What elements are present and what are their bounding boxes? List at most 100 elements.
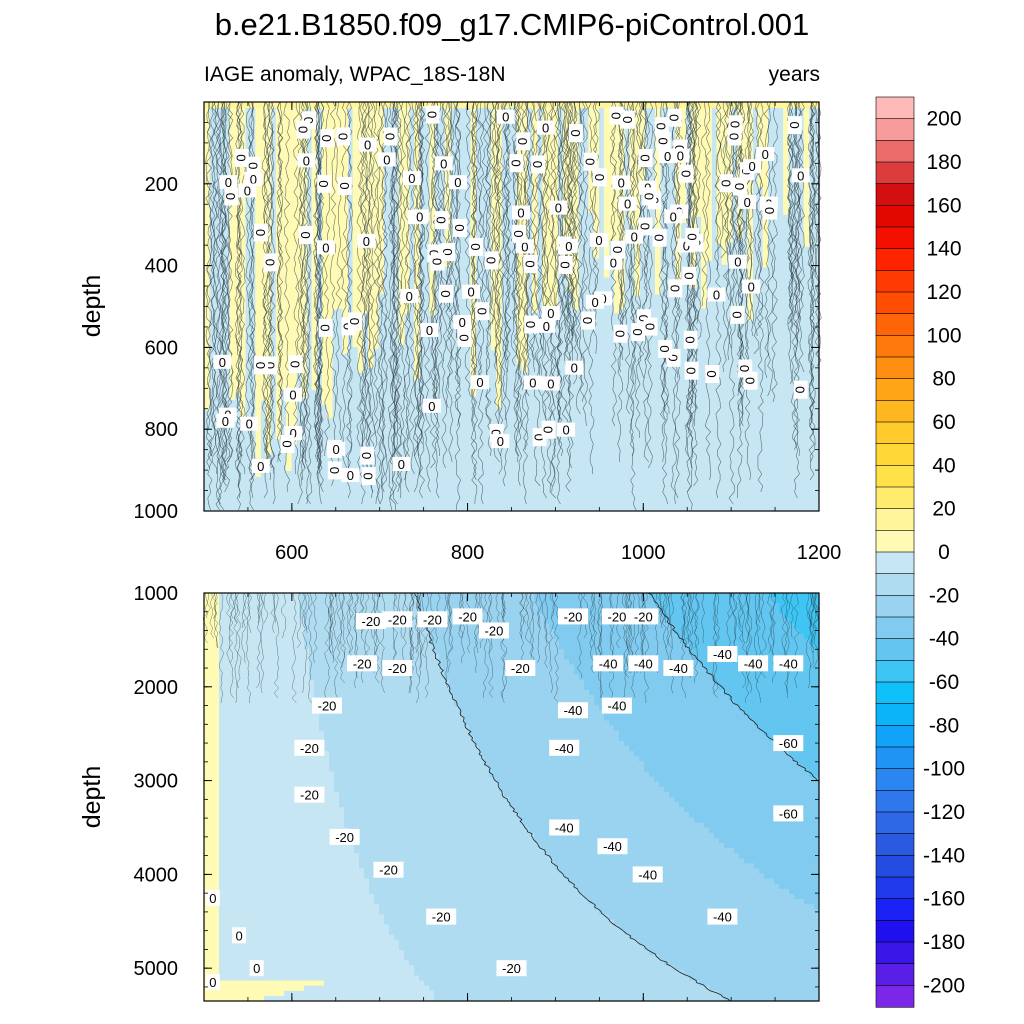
lower-field-cell: [434, 873, 440, 880]
lower-field-cell: [339, 751, 345, 757]
lower-field-cell: [454, 975, 460, 982]
contour-label-text: 0: [652, 234, 667, 241]
lower-field-cell: [429, 960, 435, 966]
lower-field-cell: [219, 960, 225, 966]
lower-field-cell: [434, 598, 440, 604]
lower-field-cell: [244, 776, 250, 783]
lower-field-cell: [394, 740, 400, 747]
lower-field-cell: [249, 914, 255, 920]
lower-field-cell: [344, 939, 350, 946]
lower-field-cell: [394, 654, 400, 660]
lower-field-cell: [414, 700, 420, 706]
lower-field-cell: [314, 608, 320, 614]
lower-field-cell: [289, 842, 295, 849]
lower-field-cell: [274, 848, 280, 854]
lower-field-cell: [429, 689, 435, 696]
lower-field-cell: [299, 812, 305, 818]
lower-field-cell: [429, 659, 435, 665]
contour-label-text: 0: [416, 209, 423, 224]
lower-field-cell: [384, 730, 390, 737]
lower-field-cell: [429, 746, 435, 752]
lower-field-cell: [459, 700, 465, 706]
upper-contour-label: 0: [253, 356, 269, 375]
lower-field-cell: [214, 914, 220, 920]
lower-field-cell: [249, 812, 255, 818]
upper-contour-label: 0: [536, 120, 555, 136]
contour-label-text: 0: [262, 362, 277, 369]
lower-field-cell: [249, 995, 255, 1002]
lower-field-cell: [309, 771, 315, 778]
lower-field-cell: [409, 740, 415, 747]
lower-field-cell: [379, 654, 385, 660]
lower-field-cell: [239, 950, 245, 956]
lower-field-cell: [334, 960, 340, 966]
lower-field-cell: [399, 684, 405, 691]
lower-field-cell: [299, 924, 305, 931]
contour-label-text: 0: [452, 224, 467, 231]
lower-field-cell: [454, 858, 460, 864]
lower-field-cell: [219, 776, 225, 783]
lower-field-cell: [329, 822, 335, 829]
lower-field-cell: [454, 628, 460, 635]
lower-field-cell: [234, 995, 240, 1002]
lower-field-cell: [279, 613, 285, 620]
contour-label-text: 0: [459, 315, 466, 330]
lower-field-cell: [319, 878, 325, 885]
lower-field-cell: [269, 756, 275, 762]
lower-field-cell: [414, 929, 420, 936]
lower-field-cell: [424, 990, 430, 997]
lower-field-cell: [334, 613, 340, 620]
lower-field-cell: [459, 669, 465, 676]
upper-contour-line: [535, 101, 543, 397]
lower-field-cell: [379, 791, 385, 798]
lower-field-cell: [359, 955, 365, 961]
contour-label-text: 0: [335, 133, 350, 140]
contour-label-text: 0: [743, 377, 758, 384]
lower-field-cell: [379, 812, 385, 818]
lower-field-cell: [249, 740, 255, 747]
lower-field-cell: [394, 939, 400, 946]
lower-field-cell: [229, 740, 235, 747]
lower-field-cell: [309, 909, 315, 915]
lower-field-cell: [409, 679, 415, 686]
lower-field-cell: [264, 776, 270, 783]
lower-field-cell: [434, 679, 440, 686]
lower-field-cell: [339, 848, 345, 854]
lower-field-cell: [429, 822, 435, 829]
lower-field-cell: [359, 725, 365, 732]
lower-field-cell: [389, 929, 395, 936]
lower-field-cell: [299, 593, 305, 599]
lower-field-cell: [314, 628, 320, 635]
lower-field-cell: [434, 797, 440, 803]
lower-field-cell: [294, 822, 300, 829]
lower-field-cell: [224, 659, 230, 665]
upper-contour-label: 0: [604, 255, 623, 271]
lower-field-cell: [204, 924, 210, 931]
lower-field-cell: [379, 756, 385, 762]
lower-field-cell: [404, 751, 410, 757]
lower-field-cell: [249, 899, 255, 905]
lower-field-cell: [394, 679, 400, 686]
lower-field-cell: [229, 955, 235, 961]
contour-label-box: [705, 365, 720, 383]
lower-field-cell: [374, 934, 380, 941]
lower-field-cell: [329, 623, 335, 630]
lower-field-cell: [339, 654, 345, 660]
lower-field-cell: [324, 644, 330, 650]
lower-field-cell: [439, 858, 445, 864]
lower-field-cell: [339, 995, 345, 1002]
lower-field-cell: [344, 960, 350, 966]
lower-field-cell: [344, 990, 350, 997]
lower-field-cell: [444, 802, 450, 808]
contour-label-box: [793, 380, 808, 399]
lower-field-cell: [204, 812, 210, 818]
lower-field-cell: [234, 950, 240, 956]
lower-field-cell: [454, 705, 460, 711]
contour-label-box: [434, 211, 449, 230]
lower-field-cell: [404, 679, 410, 686]
upper-contour-line: [787, 101, 795, 385]
lower-field-cell: [254, 608, 260, 614]
lower-field-cell: [314, 638, 320, 645]
lower-field-cell: [389, 746, 395, 752]
lower-field-cell: [284, 695, 290, 701]
